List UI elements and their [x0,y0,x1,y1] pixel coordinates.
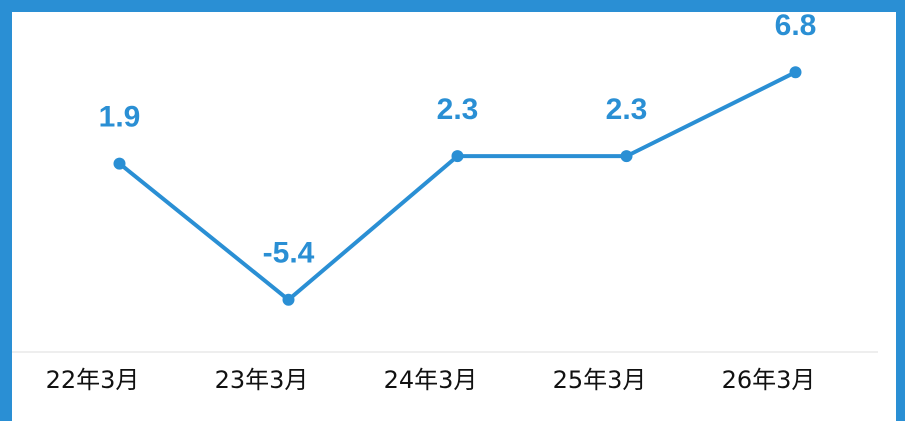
data-point [113,157,126,170]
data-point [789,66,802,79]
plot-background [12,12,896,421]
data-point [451,150,464,163]
data-label: -5.4 [263,237,315,270]
data-point [620,150,633,163]
x-tick-label: 23年3月 [215,366,309,394]
x-tick-label: 25年3月 [553,366,647,394]
data-label: 2.3 [437,93,479,126]
x-tick-label: 24年3月 [384,366,478,394]
data-label: 2.3 [606,93,648,126]
x-tick-label: 26年3月 [722,366,816,394]
x-tick-label: 22年3月 [46,366,140,394]
data-point [282,293,295,306]
data-label: 1.9 [99,101,141,134]
data-label: 6.8 [775,9,817,42]
